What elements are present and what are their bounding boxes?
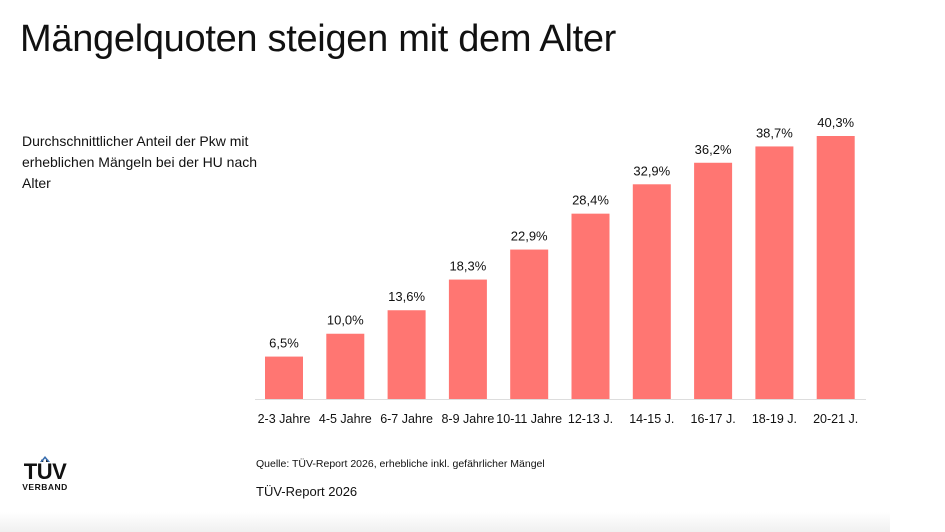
logo-text: TÜV — [23, 459, 67, 484]
data-label: 10,0% — [327, 313, 364, 328]
data-label: 38,7% — [756, 125, 793, 140]
bar — [326, 333, 365, 399]
data-label: 18,3% — [449, 259, 486, 274]
x-tick-label: 12-13 J. — [568, 412, 613, 426]
bar — [755, 146, 794, 399]
x-tick-label: 14-15 J. — [629, 412, 674, 426]
data-label: 22,9% — [511, 229, 548, 244]
bar — [510, 249, 549, 399]
bar — [694, 162, 733, 399]
page-title: Mängelquoten steigen mit dem Alter — [20, 18, 617, 60]
bar — [632, 184, 671, 399]
chart-subtitle: Durchschnittlicher Anteil der Pkw mit er… — [22, 133, 258, 191]
bar — [265, 356, 303, 399]
data-label: 36,2% — [695, 142, 732, 157]
x-tick-label: 16-17 J. — [691, 412, 736, 426]
source-note: Quelle: TÜV-Report 2026, erhebliche inkl… — [256, 458, 545, 470]
bar — [448, 279, 487, 399]
data-label: 6,5% — [269, 336, 299, 351]
bar — [571, 213, 610, 399]
x-tick-label: 6-7 Jahre — [380, 412, 433, 426]
report-label: TÜV-Report 2026 — [256, 484, 358, 499]
data-label: 40,3% — [817, 115, 854, 130]
x-tick-label: 4-5 Jahre — [319, 412, 372, 426]
data-label: 13,6% — [388, 289, 425, 304]
data-label: 28,4% — [572, 193, 609, 208]
bar — [816, 136, 855, 399]
x-tick-label: 10-11 Jahre — [496, 412, 562, 426]
bar — [387, 310, 426, 399]
bar-chart: 6,5% 2-3 Jahre 10,0% 4-5 Jahre 13,6% 6-7 Jahr… — [255, 115, 866, 426]
x-tick-label: 2-3 Jahre — [258, 412, 311, 426]
bottom-band — [0, 512, 890, 532]
x-tick-label: 8-9 Jahre — [441, 412, 494, 426]
logo-chevron-icon — [40, 456, 50, 462]
x-tick-label: 20-21 J. — [813, 412, 858, 426]
logo-subtext: VERBAND — [22, 482, 68, 492]
x-tick-label: 18-19 J. — [752, 412, 797, 426]
data-label: 32,9% — [633, 163, 670, 178]
tuv-logo: TÜV VERBAND — [18, 454, 72, 492]
